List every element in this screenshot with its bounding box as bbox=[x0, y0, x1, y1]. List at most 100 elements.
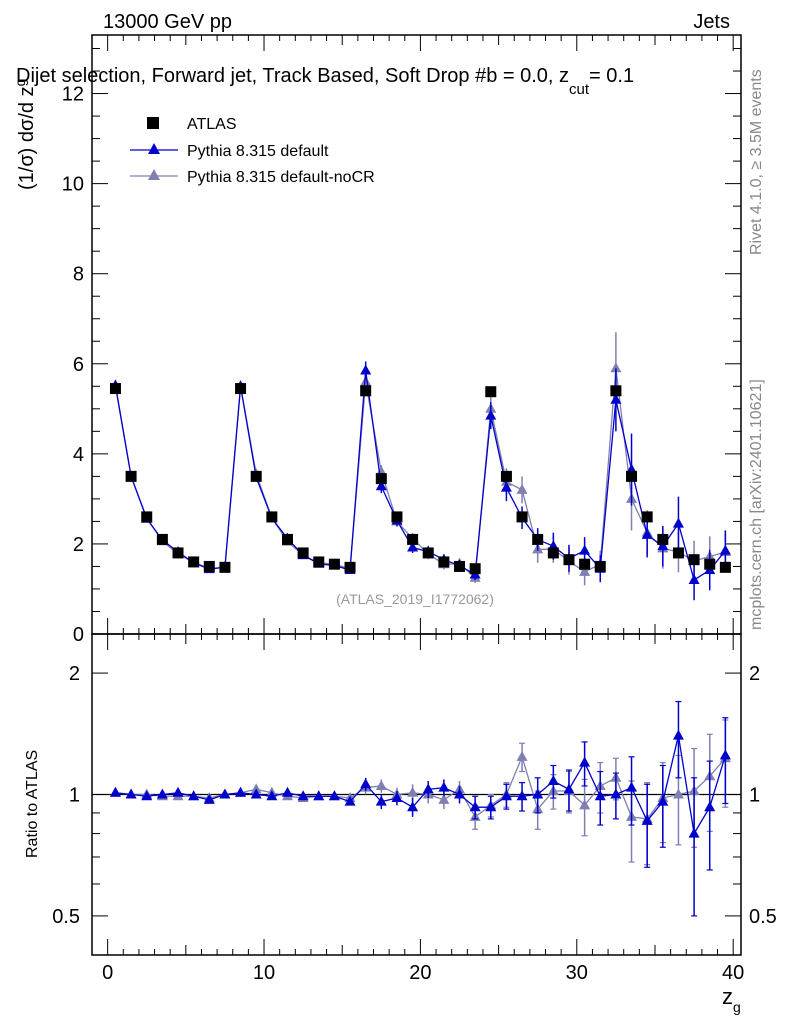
plot-title-sub: cut bbox=[569, 81, 590, 98]
ratio-default-point bbox=[172, 786, 184, 797]
atlas-point bbox=[719, 561, 731, 573]
ratio-default-point bbox=[344, 795, 356, 806]
x-tick-label: 10 bbox=[253, 962, 275, 984]
legend-default-marker bbox=[148, 143, 160, 154]
atlas-point bbox=[297, 547, 309, 559]
x-tick-label: 30 bbox=[566, 962, 588, 984]
atlas-point bbox=[547, 547, 559, 559]
nocr-point bbox=[610, 362, 622, 373]
nocr-point bbox=[360, 375, 372, 386]
ratio-default-point bbox=[657, 795, 669, 806]
ratio-default-point bbox=[579, 756, 591, 767]
main-y-tick-label: 10 bbox=[62, 174, 84, 196]
atlas-point bbox=[375, 473, 387, 485]
ratio-default-point bbox=[235, 786, 247, 797]
ratio-nocr-point bbox=[516, 750, 528, 761]
default-point bbox=[407, 541, 419, 552]
atlas-point bbox=[657, 533, 669, 545]
atlas-point bbox=[579, 558, 591, 570]
atlas-point bbox=[563, 554, 575, 566]
nocr-point bbox=[516, 483, 528, 494]
analysis-watermark: (ATLAS_2019_I1772062) bbox=[336, 591, 494, 607]
atlas-point bbox=[594, 560, 606, 572]
legend-nocr-marker bbox=[148, 169, 160, 180]
atlas-point bbox=[125, 470, 137, 482]
default-point bbox=[688, 573, 700, 584]
ratio-nocr-point bbox=[672, 788, 684, 799]
ratio-nocr-point bbox=[250, 783, 262, 794]
ratio-default-point bbox=[719, 749, 731, 760]
ratio-default-point bbox=[360, 778, 372, 789]
atlas-point bbox=[532, 533, 544, 545]
energy-label: 13000 GeV pp bbox=[103, 11, 232, 33]
atlas-point bbox=[203, 560, 215, 572]
ratio-default-point bbox=[688, 827, 700, 838]
atlas-point bbox=[704, 558, 716, 570]
atlas-point bbox=[610, 385, 622, 397]
ratio-nocr-line bbox=[115, 754, 726, 820]
default-point bbox=[610, 393, 622, 404]
atlas-point bbox=[360, 385, 372, 397]
default-point bbox=[375, 480, 387, 491]
ratio-default-point bbox=[188, 790, 200, 801]
x-axis-label: zg bbox=[722, 984, 741, 1015]
ratio-default-point bbox=[610, 788, 622, 799]
ratio-y-tick-label-right: 0.5 bbox=[749, 906, 777, 928]
ratio-default-point bbox=[375, 795, 387, 806]
ratio-default-point bbox=[469, 801, 481, 812]
plot-title-end: = 0.1 bbox=[589, 65, 634, 87]
atlas-point bbox=[188, 556, 200, 568]
default-point bbox=[485, 409, 497, 420]
atlas-point bbox=[156, 533, 168, 545]
x-tick-label: 40 bbox=[722, 962, 744, 984]
default-point bbox=[641, 528, 653, 539]
atlas-point bbox=[235, 383, 247, 395]
ratio-nocr-point bbox=[438, 793, 450, 804]
atlas-point bbox=[219, 561, 231, 573]
atlas-point bbox=[688, 554, 700, 566]
legend-atlas-label: ATLAS bbox=[187, 116, 237, 133]
legend: ATLAS Pythia 8.315 default Pythia 8.315 … bbox=[130, 116, 375, 186]
ratio-default-point bbox=[328, 790, 340, 801]
ratio-default-point bbox=[516, 790, 528, 801]
atlas-point bbox=[516, 511, 528, 523]
nocr-point bbox=[579, 565, 591, 576]
main-y-tick-label: 2 bbox=[73, 534, 84, 556]
plot-title-main: Dijet selection, Forward jet, Track Base… bbox=[16, 65, 569, 87]
ratio-default-point bbox=[454, 788, 466, 799]
default-point bbox=[579, 544, 591, 555]
atlas-point bbox=[281, 533, 293, 545]
ratio-y-tick-label-right: 1 bbox=[749, 785, 760, 807]
main-y-tick-label: 12 bbox=[62, 84, 84, 106]
ratio-ylabel: Ratio to ATLAS bbox=[24, 750, 41, 858]
default-point bbox=[360, 364, 372, 375]
atlas-point bbox=[469, 563, 481, 575]
ratio-default-point bbox=[563, 783, 575, 794]
atlas-point bbox=[250, 470, 262, 482]
main-y-tick-label: 0 bbox=[73, 624, 84, 646]
main-plot: 0 2 4 6 8 10 12 bbox=[62, 34, 742, 646]
atlas-point bbox=[500, 470, 512, 482]
ratio-default-point bbox=[594, 790, 606, 801]
ratio-default-point bbox=[203, 793, 215, 804]
ratio-nocr-point bbox=[407, 786, 419, 797]
ratio-default-point bbox=[438, 781, 450, 792]
atlas-point bbox=[422, 547, 434, 559]
ratio-nocr-point bbox=[579, 799, 591, 810]
ratio-default-point bbox=[156, 788, 168, 799]
ratio-y-tick-label-right: 2 bbox=[749, 663, 760, 685]
ratio-y-tick-label: 1 bbox=[69, 785, 80, 807]
ratio-default-point bbox=[391, 792, 403, 803]
main-ylabel: (1/σ) dσ/d zg bbox=[12, 79, 38, 190]
atlas-point bbox=[313, 556, 325, 568]
ratio-plot: 0 10 20 30 40 0.5 0.5 1 1 2 2 bbox=[52, 633, 777, 984]
legend-atlas-marker bbox=[147, 117, 159, 129]
atlas-point bbox=[328, 558, 340, 570]
ratio-default-point bbox=[641, 814, 653, 825]
x-tick-label: 20 bbox=[409, 962, 431, 984]
main-y-tick-label: 4 bbox=[73, 444, 84, 466]
default-point bbox=[719, 544, 731, 555]
legend-nocr-label: Pythia 8.315 default-noCR bbox=[187, 169, 375, 186]
default-point bbox=[500, 481, 512, 492]
